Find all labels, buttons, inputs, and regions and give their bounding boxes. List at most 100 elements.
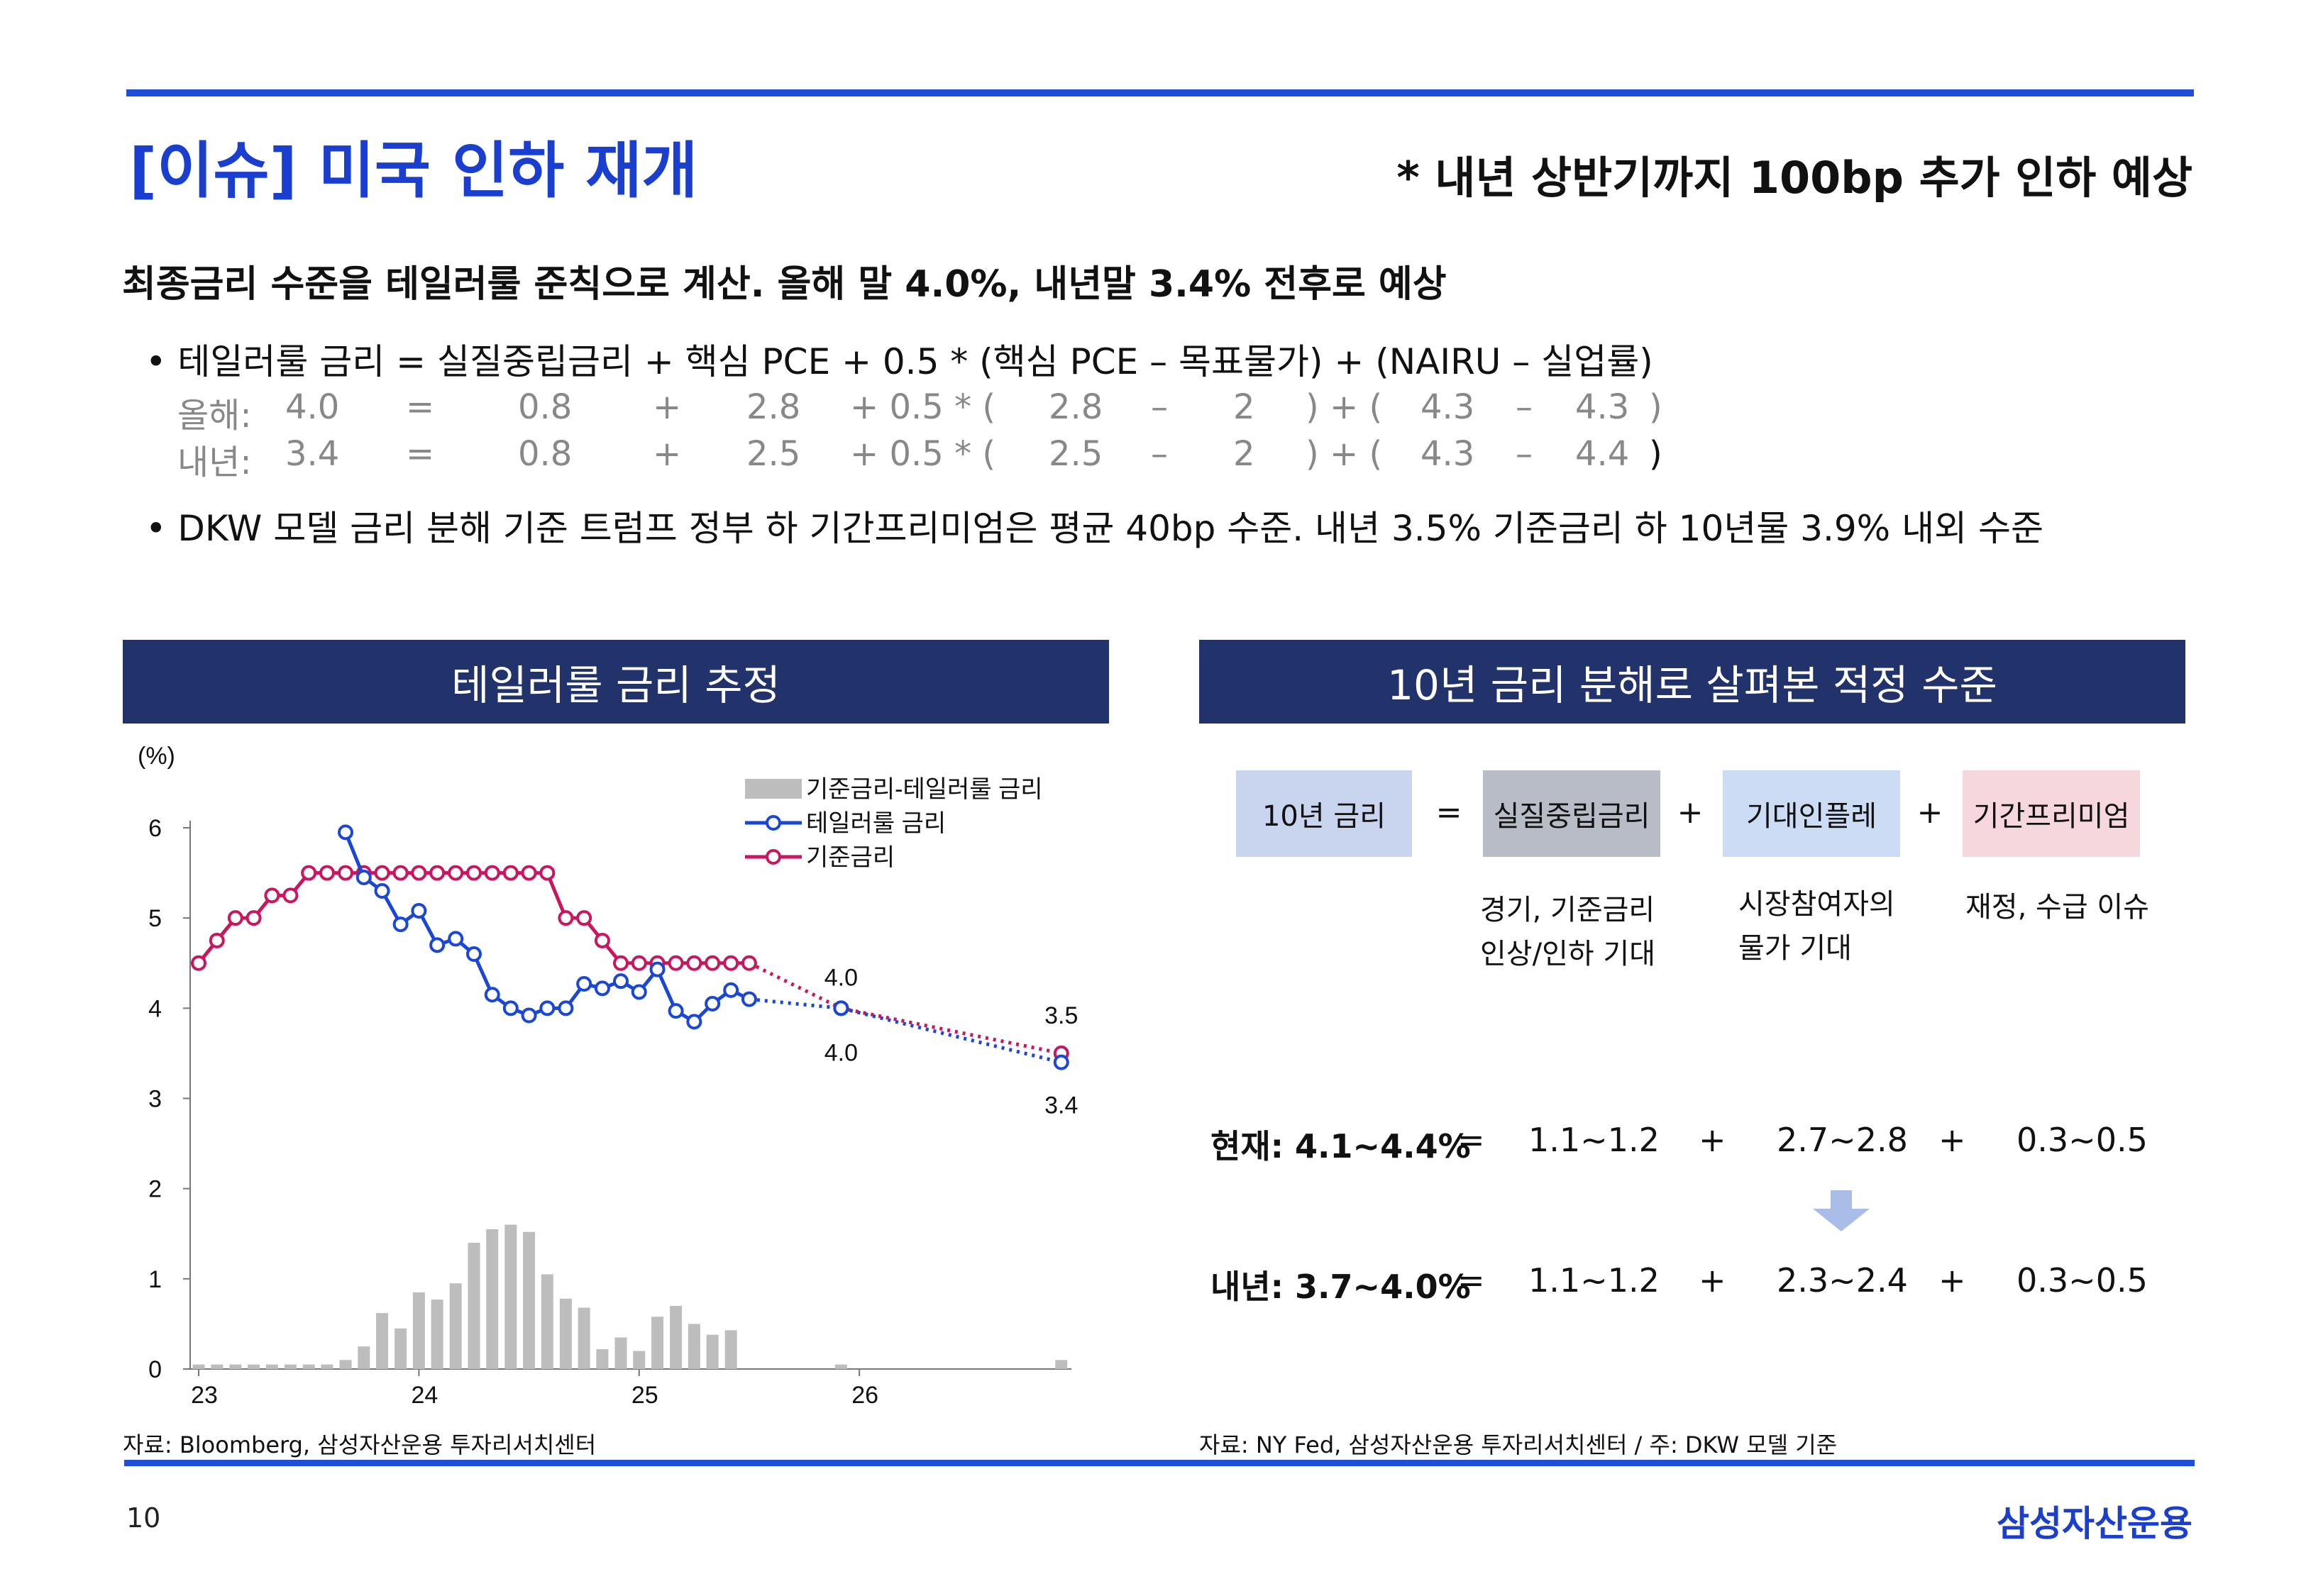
next-premium: 0.3~0.5 <box>2017 1261 2148 1299</box>
current-label: 현재: 4.1~4.4% <box>1210 1127 1471 1165</box>
series-point <box>833 1000 849 1016</box>
x-tick-label: 26 <box>851 1382 878 1409</box>
legend-swatch-marker <box>766 815 781 831</box>
bar <box>504 1224 517 1369</box>
series-point <box>301 865 317 881</box>
bar <box>706 1334 719 1369</box>
data-label: 4.0 <box>824 964 858 991</box>
next-plus-2: + <box>1938 1261 1966 1299</box>
bar <box>431 1299 443 1369</box>
series-point <box>191 955 206 971</box>
row-result: 3.4 <box>285 434 340 474</box>
bar <box>633 1351 646 1369</box>
box-term-premium: 기간프리미엄 <box>1963 770 2140 857</box>
current-inflation: 2.7~2.8 <box>1777 1121 1908 1159</box>
series-point <box>576 910 592 926</box>
row-minus: – <box>1151 387 1168 427</box>
bar <box>523 1231 536 1369</box>
op-equals: = <box>1435 794 1462 831</box>
dkw-bullet: • DKW 모델 금리 분해 기준 트럼프 정부 하 기간프리미엄은 평균 40… <box>145 508 2043 549</box>
row-label: 올해: <box>177 396 252 436</box>
row-nairu: 4.3 <box>1420 434 1475 474</box>
bar <box>486 1229 499 1369</box>
series-point <box>264 887 280 904</box>
series-point <box>539 865 556 881</box>
row-close: ) + ( <box>1306 387 1383 427</box>
current-eq: = <box>1457 1121 1485 1159</box>
right-source-note: 자료: NY Fed, 삼성자산운용 투자리서치센터 / 주: DKW 모델 기… <box>1199 1431 1838 1458</box>
series-point <box>411 865 427 881</box>
series-point <box>429 865 446 881</box>
row-pce: 2.8 <box>746 387 801 427</box>
desc-line: 물가 기대 <box>1738 932 1852 965</box>
bar <box>596 1349 609 1369</box>
series-point <box>741 991 757 1007</box>
bar <box>321 1364 333 1369</box>
bar <box>541 1274 553 1369</box>
page-subtitle: * 내년 상반기까지 100bp 추가 인하 예상 <box>1396 152 2192 204</box>
x-tick-label: 23 <box>191 1382 218 1409</box>
y-tick-label: 3 <box>148 1086 162 1113</box>
forecast-line <box>749 997 1062 1065</box>
current-neutral: 1.1~1.2 <box>1528 1121 1660 1159</box>
row-eq: = <box>406 434 435 474</box>
series-point <box>374 865 390 881</box>
row-target: 2 <box>1233 387 1255 427</box>
bar <box>614 1337 627 1369</box>
right-panel-heading: 10년 금리 분해로 살펴본 적정 수준 <box>1199 640 2185 724</box>
desc-line: 시장참여자의 <box>1738 888 1895 921</box>
taylor-row-next-year: 내년: 3.4 = 0.8 + 2.5 + 0.5 * ( 2.5 – 2 ) … <box>177 434 1738 482</box>
y-tick-label: 4 <box>148 995 162 1022</box>
row-close2: ) <box>1649 387 1662 427</box>
row-eq: = <box>406 387 435 427</box>
bar <box>724 1330 737 1369</box>
x-tick-label: 24 <box>411 1382 438 1409</box>
series-point <box>705 955 721 971</box>
series-point <box>723 982 739 998</box>
row-result: 4.0 <box>285 387 340 427</box>
down-arrow-icon <box>1813 1190 1870 1231</box>
bar <box>265 1364 278 1369</box>
next-plus-1: + <box>1699 1261 1726 1299</box>
bar <box>468 1242 480 1369</box>
bar <box>395 1328 407 1369</box>
row-plus: + <box>653 387 682 427</box>
bar <box>670 1305 683 1369</box>
bar <box>376 1313 389 1369</box>
taylor-row-this-year: 올해: 4.0 = 0.8 + 2.8 + 0.5 * ( 2.8 – 2 ) … <box>177 387 1738 436</box>
y-tick-label: 1 <box>148 1266 162 1293</box>
header-rule <box>126 89 2194 96</box>
series-point <box>668 1003 684 1019</box>
bar <box>688 1324 700 1369</box>
legend-swatch-marker <box>766 849 781 865</box>
data-label: 4.0 <box>824 1039 858 1066</box>
desc-inflation: 시장참여자의 물가 기대 <box>1738 882 1895 970</box>
row-minus: – <box>1151 434 1168 474</box>
y-tick-label: 5 <box>148 905 162 932</box>
series-point <box>686 955 702 971</box>
next-label: 내년: 3.7~4.0% <box>1210 1268 1471 1306</box>
left-source-note: 자료: Bloomberg, 삼성자산운용 투자리서치센터 <box>123 1431 597 1458</box>
desc-line: 경기, 기준금리 <box>1480 894 1655 926</box>
series-point <box>282 887 299 904</box>
series-point <box>521 865 537 881</box>
series-point <box>355 869 372 885</box>
current-decomposition: 현재: 4.1~4.4% = 1.1~1.2 + 2.7~2.8 + 0.3~0… <box>1210 1121 2175 1165</box>
bar <box>302 1364 315 1369</box>
series-point <box>686 1014 702 1030</box>
series-point <box>484 987 500 1003</box>
series-point <box>227 910 243 926</box>
series-point <box>558 1000 574 1016</box>
data-label: 3.4 <box>1044 1092 1078 1119</box>
series-point <box>741 955 757 971</box>
next-neutral: 1.1~1.2 <box>1528 1261 1660 1299</box>
series-point <box>484 865 500 881</box>
bar <box>834 1364 847 1369</box>
series-point <box>411 902 427 919</box>
current-plus-1: + <box>1699 1121 1726 1159</box>
data-label: 3.5 <box>1044 1002 1078 1029</box>
legend-label: 기준금리 <box>806 844 895 871</box>
series-point <box>319 865 335 881</box>
series-point <box>612 973 629 990</box>
